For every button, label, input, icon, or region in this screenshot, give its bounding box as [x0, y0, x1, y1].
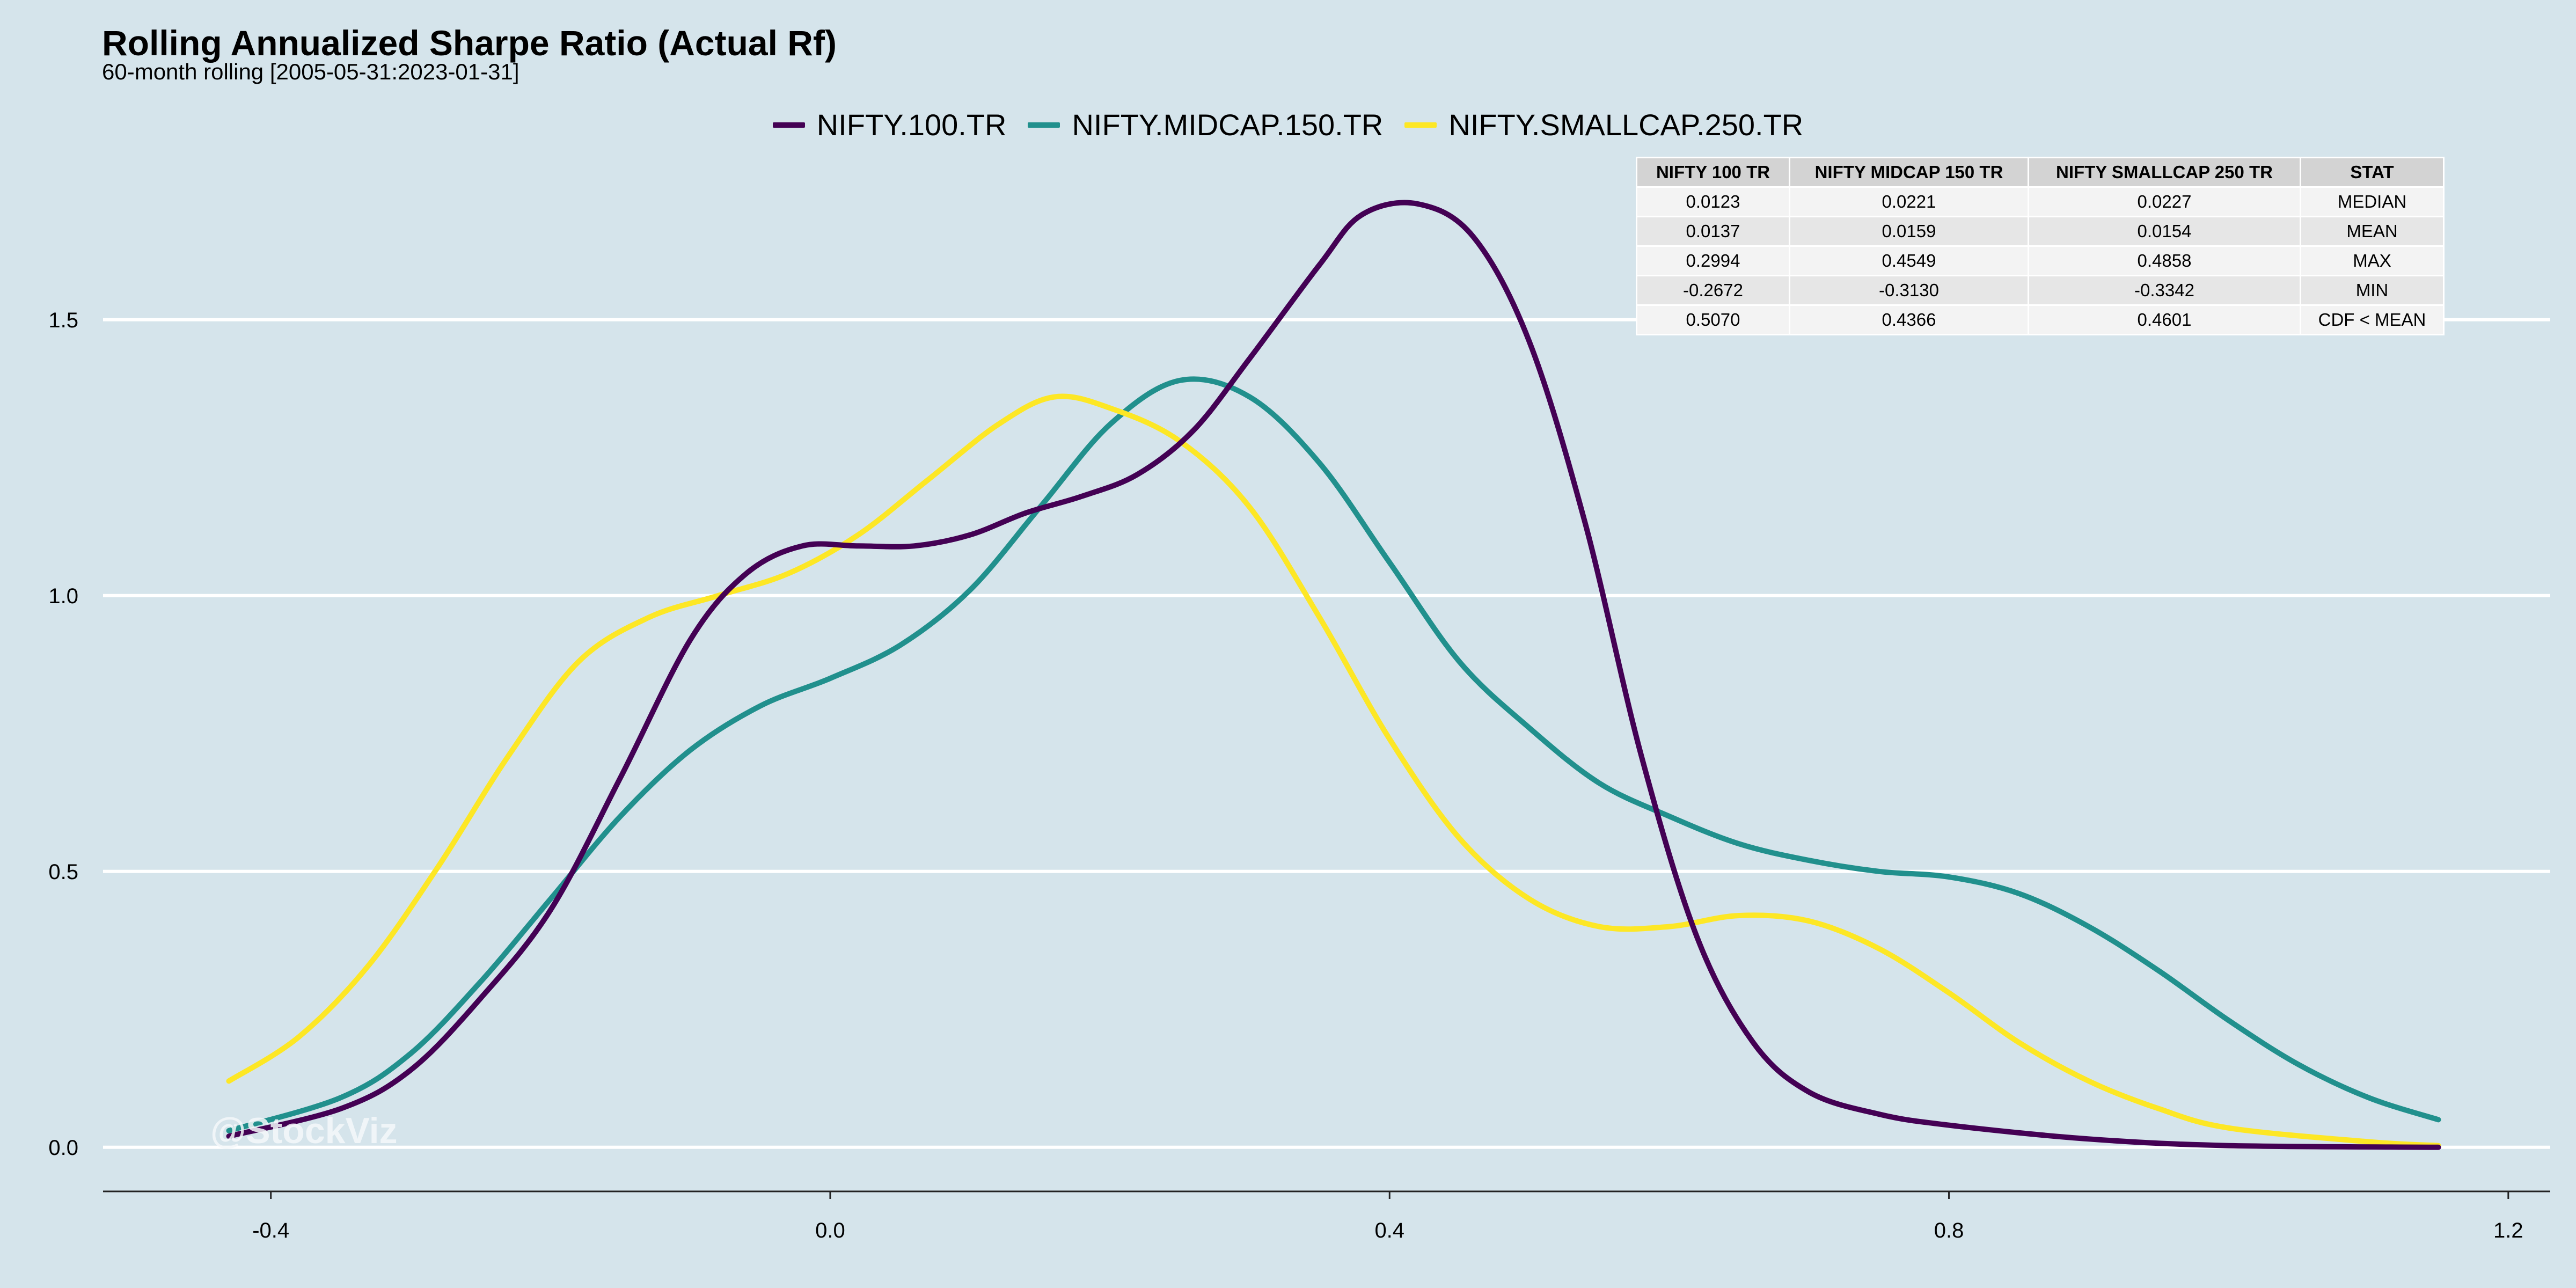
stats-row-median: 0.0123 0.0221 0.0227 MEDIAN	[1636, 186, 2445, 217]
stats-cell: MEDIAN	[2300, 186, 2445, 217]
legend-item-nifty-midcap-150: NIFTY.MIDCAP.150.TR	[1028, 107, 1383, 142]
stats-cell: 0.2994	[1636, 245, 1790, 276]
stats-header-nifty-100: NIFTY 100 TR	[1636, 157, 1790, 188]
stats-cell: 0.4858	[2028, 245, 2301, 276]
watermark: @StockViz	[210, 1110, 398, 1151]
stats-cell: 0.4601	[2028, 304, 2301, 335]
legend-item-nifty-smallcap-250: NIFTY.SMALLCAP.250.TR	[1404, 107, 1803, 142]
stats-row-cdf-lt-mean: 0.5070 0.4366 0.4601 CDF < MEAN	[1636, 304, 2445, 335]
stats-cell: 0.0221	[1789, 186, 2029, 217]
x-tick-label: 0.4	[1374, 1219, 1404, 1242]
stats-cell: 0.0159	[1789, 216, 2029, 247]
stats-cell: CDF < MEAN	[2300, 304, 2445, 335]
legend-key-nifty-smallcap-250	[1404, 122, 1437, 128]
legend-key-nifty-midcap-150	[1028, 122, 1060, 128]
x-tick-label: 0.8	[1934, 1219, 1964, 1242]
stats-cell: MIN	[2300, 275, 2445, 306]
axes: 0.0 0.5 1.0 1.5 -0.4 0.0 0.4 0.8 1.2	[48, 309, 2550, 1242]
stats-cell: -0.2672	[1636, 275, 1790, 306]
grid-lines	[103, 318, 2550, 1149]
y-tick-label: 1.0	[48, 584, 78, 608]
x-tick-label: 1.2	[2493, 1219, 2523, 1242]
stats-row-max: 0.2994 0.4549 0.4858 MAX	[1636, 245, 2445, 276]
legend-item-nifty-100: NIFTY.100.TR	[772, 107, 1007, 142]
stats-header-nifty-midcap-150: NIFTY MIDCAP 150 TR	[1789, 157, 2029, 188]
stats-cell: 0.0137	[1636, 216, 1790, 247]
stats-cell: -0.3130	[1789, 275, 2029, 306]
series-line-nifty-100	[226, 200, 2441, 1150]
stats-header-row: NIFTY 100 TR NIFTY MIDCAP 150 TR NIFTY S…	[1636, 157, 2445, 188]
stats-cell: 0.0123	[1636, 186, 1790, 217]
stats-cell: -0.3342	[2028, 275, 2301, 306]
stats-cell: MEAN	[2300, 216, 2445, 247]
stats-header-nifty-smallcap-250: NIFTY SMALLCAP 250 TR	[2028, 157, 2301, 188]
stats-cell: 0.4366	[1789, 304, 2029, 335]
stats-cell: 0.4549	[1789, 245, 2029, 276]
chart-legend: NIFTY.100.TR NIFTY.MIDCAP.150.TR NIFTY.S…	[0, 107, 2576, 142]
stats-cell: MAX	[2300, 245, 2445, 276]
chart-subtitle: 60-month rolling [2005-05-31:2023-01-31]	[102, 59, 519, 84]
stats-table: NIFTY 100 TR NIFTY MIDCAP 150 TR NIFTY S…	[1636, 157, 2445, 335]
stats-header-stat: STAT	[2300, 157, 2445, 188]
y-tick-label: 0.5	[48, 860, 78, 884]
x-tick-label: 0.0	[815, 1219, 845, 1242]
chart-title: Rolling Annualized Sharpe Ratio (Actual …	[102, 23, 837, 63]
legend-label-nifty-midcap-150: NIFTY.MIDCAP.150.TR	[1072, 108, 1384, 142]
y-tick-label: 1.5	[48, 309, 78, 332]
stats-row-min: -0.2672 -0.3130 -0.3342 MIN	[1636, 275, 2445, 306]
series-line-nifty-midcap-150	[226, 376, 2441, 1133]
x-tick-label: -0.4	[252, 1219, 289, 1242]
legend-key-nifty-100	[772, 122, 805, 128]
legend-label-nifty-100: NIFTY.100.TR	[816, 108, 1007, 142]
y-tick-label: 0.0	[48, 1136, 78, 1160]
stats-cell: 0.0154	[2028, 216, 2301, 247]
stats-cell: 0.0227	[2028, 186, 2301, 217]
series-line-nifty-smallcap-250	[226, 393, 2441, 1148]
series-lines	[226, 200, 2441, 1150]
stats-cell: 0.5070	[1636, 304, 1790, 335]
legend-label-nifty-smallcap-250: NIFTY.SMALLCAP.250.TR	[1448, 108, 1804, 142]
stats-row-mean: 0.0137 0.0159 0.0154 MEAN	[1636, 216, 2445, 247]
